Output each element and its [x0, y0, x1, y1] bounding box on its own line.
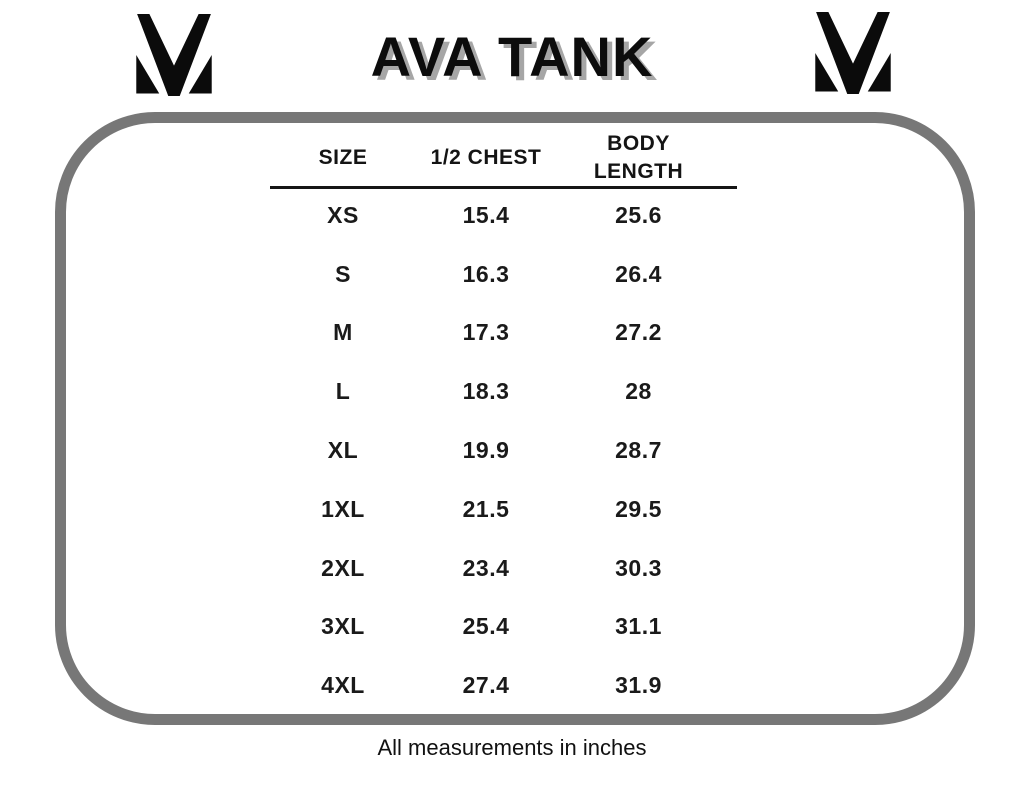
body-length-cell: 27.2: [615, 319, 662, 346]
size-cell: 1XL: [321, 495, 365, 522]
half-chest-cell: 25.4: [462, 613, 510, 640]
size-cell: S: [335, 260, 351, 287]
half-chest-cell: 27.4: [462, 672, 510, 699]
mv-monogram-icon: [812, 12, 894, 94]
body-length-cell: 28: [625, 378, 652, 405]
table-row: 1XL 21.5 29.5: [270, 480, 721, 539]
body-length-cell: 31.1: [615, 613, 662, 640]
size-cell: 4XL: [321, 672, 365, 699]
header-divider: [270, 186, 737, 189]
body-length-cell: 26.4: [615, 260, 662, 287]
table-row: L 18.3 28: [270, 362, 721, 421]
table-row: S 16.3 26.4: [270, 245, 721, 304]
table-row: M 17.3 27.2: [270, 304, 721, 363]
size-cell: XS: [327, 201, 359, 228]
size-chart-panel: SIZE 1/2 CHEST BODY LENGTH XS 15.4 25.6 …: [55, 112, 975, 725]
size-cell: 2XL: [321, 554, 365, 581]
body-length-cell: 28.7: [615, 437, 662, 464]
body-length-cell: 30.3: [615, 554, 662, 581]
size-cell: 3XL: [321, 613, 365, 640]
body-length-cell: 29.5: [615, 495, 662, 522]
half-chest-cell: 23.4: [462, 554, 510, 581]
body-length-cell: 25.6: [615, 201, 662, 228]
size-cell: XL: [327, 437, 359, 464]
table-header-row: SIZE 1/2 CHEST BODY LENGTH: [270, 129, 721, 187]
column-header-size: SIZE: [318, 145, 368, 169]
half-chest-cell: 19.9: [462, 437, 510, 464]
half-chest-cell: 17.3: [462, 319, 510, 346]
table-body: XS 15.4 25.6 S 16.3 26.4 M 17.3 27.2 L 1…: [270, 186, 721, 715]
size-cell: L: [335, 378, 351, 405]
half-chest-cell: 15.4: [462, 201, 510, 228]
page-title: AVA TANK: [370, 25, 654, 88]
table-row: 4XL 27.4 31.9: [270, 656, 721, 715]
half-chest-cell: 21.5: [462, 495, 510, 522]
table-row: XS 15.4 25.6: [270, 186, 721, 245]
body-length-cell: 31.9: [615, 672, 662, 699]
mv-monogram-icon: [133, 14, 215, 96]
column-header-half-chest: 1/2 CHEST: [430, 145, 542, 169]
half-chest-cell: 18.3: [462, 378, 510, 405]
half-chest-cell: 16.3: [462, 260, 510, 287]
measurements-note: All measurements in inches: [377, 735, 647, 760]
table-row: 2XL 23.4 30.3: [270, 539, 721, 598]
table-row: XL 19.9 28.7: [270, 421, 721, 480]
table-row: 3XL 25.4 31.1: [270, 598, 721, 657]
size-cell: M: [333, 319, 353, 346]
column-header-body-length: BODY LENGTH: [593, 131, 684, 183]
